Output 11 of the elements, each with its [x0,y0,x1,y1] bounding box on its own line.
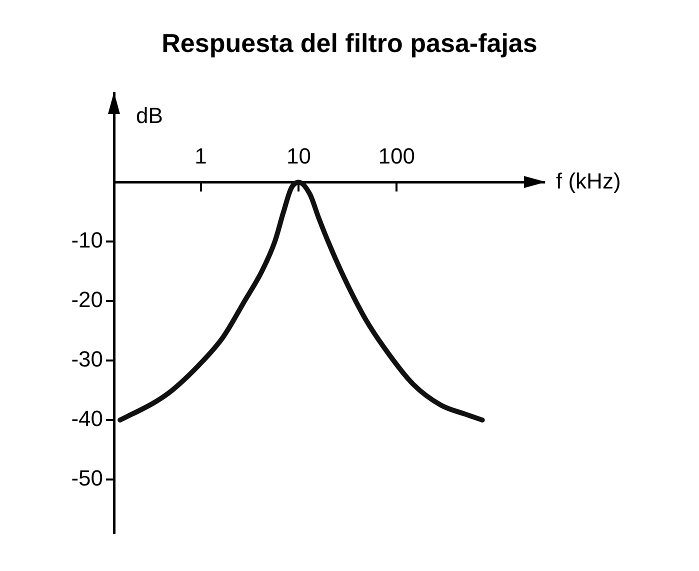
x-tick-label: 10 [286,143,311,168]
y-tick-label: -30 [71,346,103,372]
y-tick-label: -10 [71,228,103,253]
y-tick-label: -40 [71,406,103,432]
x-tick-label: 100 [378,143,415,168]
y-axis-title: dB [136,103,163,128]
y-tick-label: -50 [71,466,103,491]
x-axis-title: f (kHz) [556,168,621,194]
chart-title: Respuesta del filtro pasa-fajas [160,28,538,59]
y-tick-label: -20 [71,287,103,312]
x-tick-label: 1 [194,143,207,168]
